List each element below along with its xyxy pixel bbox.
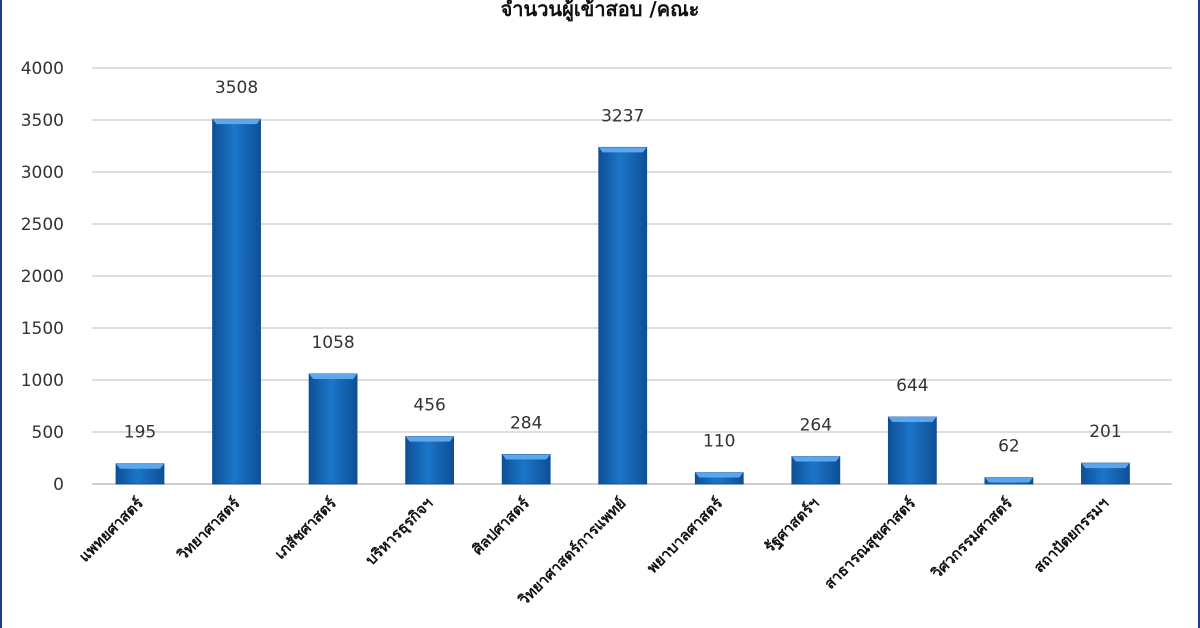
data-label: 62 <box>998 437 1020 457</box>
data-label: 284 <box>510 413 542 433</box>
x-tick-label: วิทยาศาสตร์ <box>173 493 244 564</box>
x-tick-label: วิศวกรรมศาสตร์ <box>927 493 1016 582</box>
data-label: 201 <box>1089 422 1121 442</box>
x-tick-label: พยาบาลศาสตร์ <box>643 493 726 576</box>
y-tick-label: 1500 <box>21 319 64 339</box>
data-label: 3237 <box>601 106 644 126</box>
data-label: 110 <box>703 432 735 452</box>
data-label: 3508 <box>215 78 258 98</box>
bar <box>308 373 358 485</box>
data-label: 644 <box>896 376 928 396</box>
y-tick-label: 3000 <box>21 163 64 183</box>
y-tick-label: 3500 <box>21 111 64 131</box>
bar-cap <box>405 436 454 442</box>
bar <box>405 436 455 485</box>
x-tick-label: สาธารณสุขศาสตร์ <box>821 493 921 593</box>
x-tick-label: แพทยศาสตร์ <box>75 493 147 565</box>
y-tick-label: 0 <box>53 475 64 495</box>
bar <box>887 416 937 485</box>
y-tick-label: 2000 <box>21 267 64 287</box>
x-tick-label: เภสัชศาสตร์ <box>271 493 340 562</box>
bar-cap <box>502 454 551 460</box>
bar-cap <box>984 477 1033 483</box>
chart-title: จำนวนผู้เข้าสอบ /คณะ <box>501 0 700 23</box>
x-tick-label: รัฐศาสตร์ฯ <box>761 494 824 557</box>
data-label: 195 <box>124 423 156 443</box>
x-tick-label: บริหารธุรกิจฯ <box>362 494 437 569</box>
y-tick-label: 500 <box>32 423 64 443</box>
bar-cap <box>309 373 358 379</box>
bar-cap <box>598 147 647 153</box>
y-tick-label: 1000 <box>21 371 64 391</box>
x-tick-label: วิทยาศาสตร์การแพทย์ <box>514 494 629 609</box>
y-tick-label: 4000 <box>21 59 64 79</box>
bar <box>598 146 648 485</box>
bar-cap <box>791 456 840 462</box>
bar-cap <box>1081 463 1130 469</box>
bar-cap <box>888 417 937 423</box>
bar-cap <box>116 463 164 469</box>
bar <box>212 118 261 485</box>
x-tick-label: ศิลปศาสตร์ <box>469 493 534 558</box>
y-tick-label: 2500 <box>21 215 64 235</box>
bar-cap <box>695 472 744 478</box>
x-tick-label: สถาปัตยกรรมฯ <box>1030 494 1112 576</box>
data-label: 456 <box>413 396 445 416</box>
data-label: 264 <box>800 416 832 436</box>
bar-cap <box>212 119 261 125</box>
data-label: 1058 <box>311 333 354 353</box>
